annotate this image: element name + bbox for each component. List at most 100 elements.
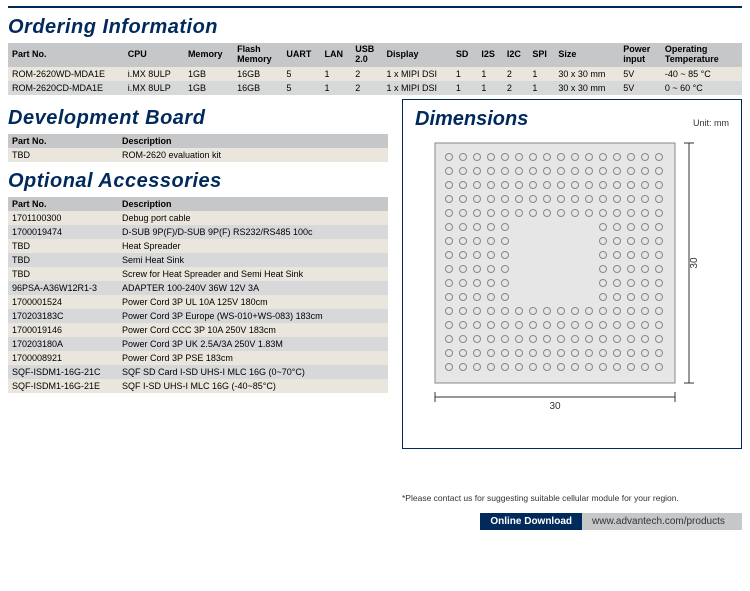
table-cell: TBD: [8, 148, 118, 162]
footnote-text: *Please contact us for suggesting suitab…: [402, 493, 742, 503]
table-cell: SQF SD Card I-SD UHS-I MLC 16G (0~70°C): [118, 365, 388, 379]
table-cell: 1700019474: [8, 225, 118, 239]
table-cell: 96PSA-A36W12R1-3: [8, 281, 118, 295]
table-cell: 5: [282, 81, 320, 95]
column-header: SD: [452, 43, 477, 67]
table-cell: i.MX 8ULP: [124, 67, 184, 81]
table-cell: 30 x 30 mm: [554, 67, 619, 81]
table-cell: 1700019146: [8, 323, 118, 337]
column-header: Display: [382, 43, 451, 67]
table-cell: TBD: [8, 239, 118, 253]
column-header: SPI: [528, 43, 554, 67]
table-cell: Power Cord CCC 3P 10A 250V 183cm: [118, 323, 388, 337]
table-cell: 1: [477, 81, 502, 95]
ordering-title: Ordering Information: [8, 16, 742, 39]
table-cell: ROM-2620 evaluation kit: [118, 148, 388, 162]
table-cell: 5V: [619, 81, 661, 95]
accessories-row: TBDSemi Heat Sink: [8, 253, 388, 267]
table-cell: i.MX 8ULP: [124, 81, 184, 95]
table-cell: SQF I-SD UHS-I MLC 16G (-40~85°C): [118, 379, 388, 393]
table-cell: TBD: [8, 253, 118, 267]
accessories-row: TBDHeat Spreader: [8, 239, 388, 253]
column-header: Size: [554, 43, 619, 67]
table-cell: SQF-ISDM1-16G-21E: [8, 379, 118, 393]
table-cell: 2: [351, 81, 382, 95]
accessories-title: Optional Accessories: [8, 170, 388, 193]
top-divider: [8, 6, 742, 8]
table-cell: 1GB: [184, 81, 233, 95]
table-cell: 30 x 30 mm: [554, 81, 619, 95]
devboard-row: TBDROM-2620 evaluation kit: [8, 148, 388, 162]
accessories-row: SQF-ISDM1-16G-21ESQF I-SD UHS-I MLC 16G …: [8, 379, 388, 393]
table-cell: ROM-2620WD-MDA1E: [8, 67, 124, 81]
bga-diagram: 3030: [417, 137, 727, 437]
column-header: I2C: [503, 43, 528, 67]
column-header: UART: [282, 43, 320, 67]
devboard-table: Part No.Description TBDROM-2620 evaluati…: [8, 134, 388, 162]
dimensions-title: Dimensions: [415, 108, 528, 131]
accessories-row: 1700008921Power Cord 3P PSE 183cm: [8, 351, 388, 365]
table-cell: 1: [477, 67, 502, 81]
table-cell: 1701100300: [8, 211, 118, 225]
svg-text:30: 30: [689, 257, 700, 269]
column-header: Part No.: [8, 134, 118, 148]
table-cell: 0 ~ 60 °C: [661, 81, 742, 95]
column-header: Description: [118, 134, 388, 148]
accessories-row: TBDScrew for Heat Spreader and Semi Heat…: [8, 267, 388, 281]
accessories-row: 170203180APower Cord 3P UK 2.5A/3A 250V …: [8, 337, 388, 351]
accessories-row: 1700001524Power Cord 3P UL 10A 125V 180c…: [8, 295, 388, 309]
column-header: USB2.0: [351, 43, 382, 67]
ordering-table: Part No.CPUMemoryFlashMemoryUARTLANUSB2.…: [8, 43, 742, 95]
table-cell: Debug port cable: [118, 211, 388, 225]
table-cell: 1 x MIPI DSI: [382, 67, 451, 81]
table-cell: 5: [282, 67, 320, 81]
accessories-row: 96PSA-A36W12R1-3ADAPTER 100-240V 36W 12V…: [8, 281, 388, 295]
table-cell: SQF-ISDM1-16G-21C: [8, 365, 118, 379]
table-cell: Screw for Heat Spreader and Semi Heat Si…: [118, 267, 388, 281]
table-cell: Power Cord 3P UL 10A 125V 180cm: [118, 295, 388, 309]
accessories-row: 170203183CPower Cord 3P Europe (WS-010+W…: [8, 309, 388, 323]
table-cell: 1: [452, 81, 477, 95]
table-cell: -40 ~ 85 °C: [661, 67, 742, 81]
column-header: Powerinput: [619, 43, 661, 67]
accessories-table: Part No.Description 1701100300Debug port…: [8, 197, 388, 393]
accessories-row: SQF-ISDM1-16G-21CSQF SD Card I-SD UHS-I …: [8, 365, 388, 379]
table-cell: 1: [452, 67, 477, 81]
table-cell: Power Cord 3P PSE 183cm: [118, 351, 388, 365]
table-cell: 1700001524: [8, 295, 118, 309]
table-cell: ROM-2620CD-MDA1E: [8, 81, 124, 95]
accessories-row: 1700019474D-SUB 9P(F)/D-SUB 9P(F) RS232/…: [8, 225, 388, 239]
table-cell: 1700008921: [8, 351, 118, 365]
table-cell: 1: [528, 67, 554, 81]
table-cell: 2: [503, 67, 528, 81]
column-header: CPU: [124, 43, 184, 67]
table-cell: 5V: [619, 67, 661, 81]
accessories-row: 1701100300Debug port cable: [8, 211, 388, 225]
column-header: Part No.: [8, 197, 118, 211]
table-cell: Power Cord 3P UK 2.5A/3A 250V 1.83M: [118, 337, 388, 351]
accessories-row: 1700019146Power Cord CCC 3P 10A 250V 183…: [8, 323, 388, 337]
table-cell: D-SUB 9P(F)/D-SUB 9P(F) RS232/RS485 100c: [118, 225, 388, 239]
table-cell: 1: [321, 81, 352, 95]
dimensions-unit: Unit: mm: [693, 118, 729, 128]
table-cell: 16GB: [233, 81, 282, 95]
table-cell: 16GB: [233, 67, 282, 81]
column-header: FlashMemory: [233, 43, 282, 67]
table-cell: 1: [528, 81, 554, 95]
column-header: I2S: [477, 43, 502, 67]
ordering-row: ROM-2620CD-MDA1Ei.MX 8ULP1GB16GB5121 x M…: [8, 81, 742, 95]
column-header: Memory: [184, 43, 233, 67]
table-cell: 2: [503, 81, 528, 95]
table-cell: Power Cord 3P Europe (WS-010+WS-083) 183…: [118, 309, 388, 323]
table-cell: 1: [321, 67, 352, 81]
download-url[interactable]: www.advantech.com/products: [582, 513, 742, 530]
table-cell: 1 x MIPI DSI: [382, 81, 451, 95]
table-cell: Heat Spreader: [118, 239, 388, 253]
download-bar: Online Download www.advantech.com/produc…: [8, 513, 742, 530]
column-header: OperatingTemperature: [661, 43, 742, 67]
table-cell: Semi Heat Sink: [118, 253, 388, 267]
download-label: Online Download: [480, 513, 582, 530]
column-header: Part No.: [8, 43, 124, 67]
table-cell: ADAPTER 100-240V 36W 12V 3A: [118, 281, 388, 295]
column-header: Description: [118, 197, 388, 211]
